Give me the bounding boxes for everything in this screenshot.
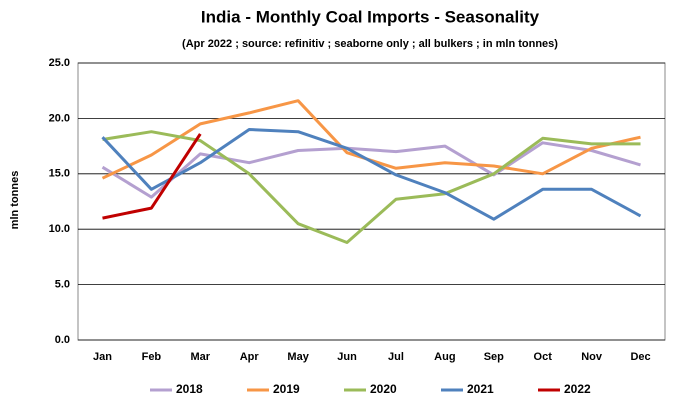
x-tick-label: Jul xyxy=(388,351,404,363)
legend-label: 2021 xyxy=(467,382,494,396)
y-tick-label: 10.0 xyxy=(49,223,70,235)
series-line xyxy=(101,128,642,221)
x-tick-label: Jun xyxy=(337,351,357,363)
x-tick-label: Aug xyxy=(434,351,455,363)
x-tick-label: Dec xyxy=(630,351,650,363)
chart-subtitle: (Apr 2022 ; source: refinitiv ; seaborne… xyxy=(182,38,558,50)
x-tick-label: Mar xyxy=(191,351,211,363)
x-tick-label: Sep xyxy=(484,351,504,363)
y-tick-label: 5.0 xyxy=(55,279,70,291)
legend-label: 2018 xyxy=(176,382,203,396)
chart-title: India - Monthly Coal Imports - Seasonali… xyxy=(201,7,540,26)
y-tick-label: 0.0 xyxy=(55,334,70,346)
x-tick-label: Oct xyxy=(534,351,553,363)
y-axis-label: mln tonnes xyxy=(9,171,21,230)
y-tick-label: 25.0 xyxy=(49,57,70,69)
x-tick-label: Apr xyxy=(240,351,260,363)
series-line xyxy=(102,133,202,220)
legend-label: 2019 xyxy=(273,382,300,396)
x-tick-label: Feb xyxy=(142,351,162,363)
series-line xyxy=(102,130,641,244)
y-tick-label: 20.0 xyxy=(49,112,70,124)
series-line xyxy=(101,141,641,199)
x-tick-label: Jan xyxy=(93,351,112,363)
legend-label: 2022 xyxy=(564,382,591,396)
plot-area xyxy=(77,62,666,341)
legend-label: 2020 xyxy=(370,382,397,396)
x-tick-label: Nov xyxy=(581,351,603,363)
x-tick-label: May xyxy=(287,351,309,363)
y-tick-label: 15.0 xyxy=(49,168,70,180)
